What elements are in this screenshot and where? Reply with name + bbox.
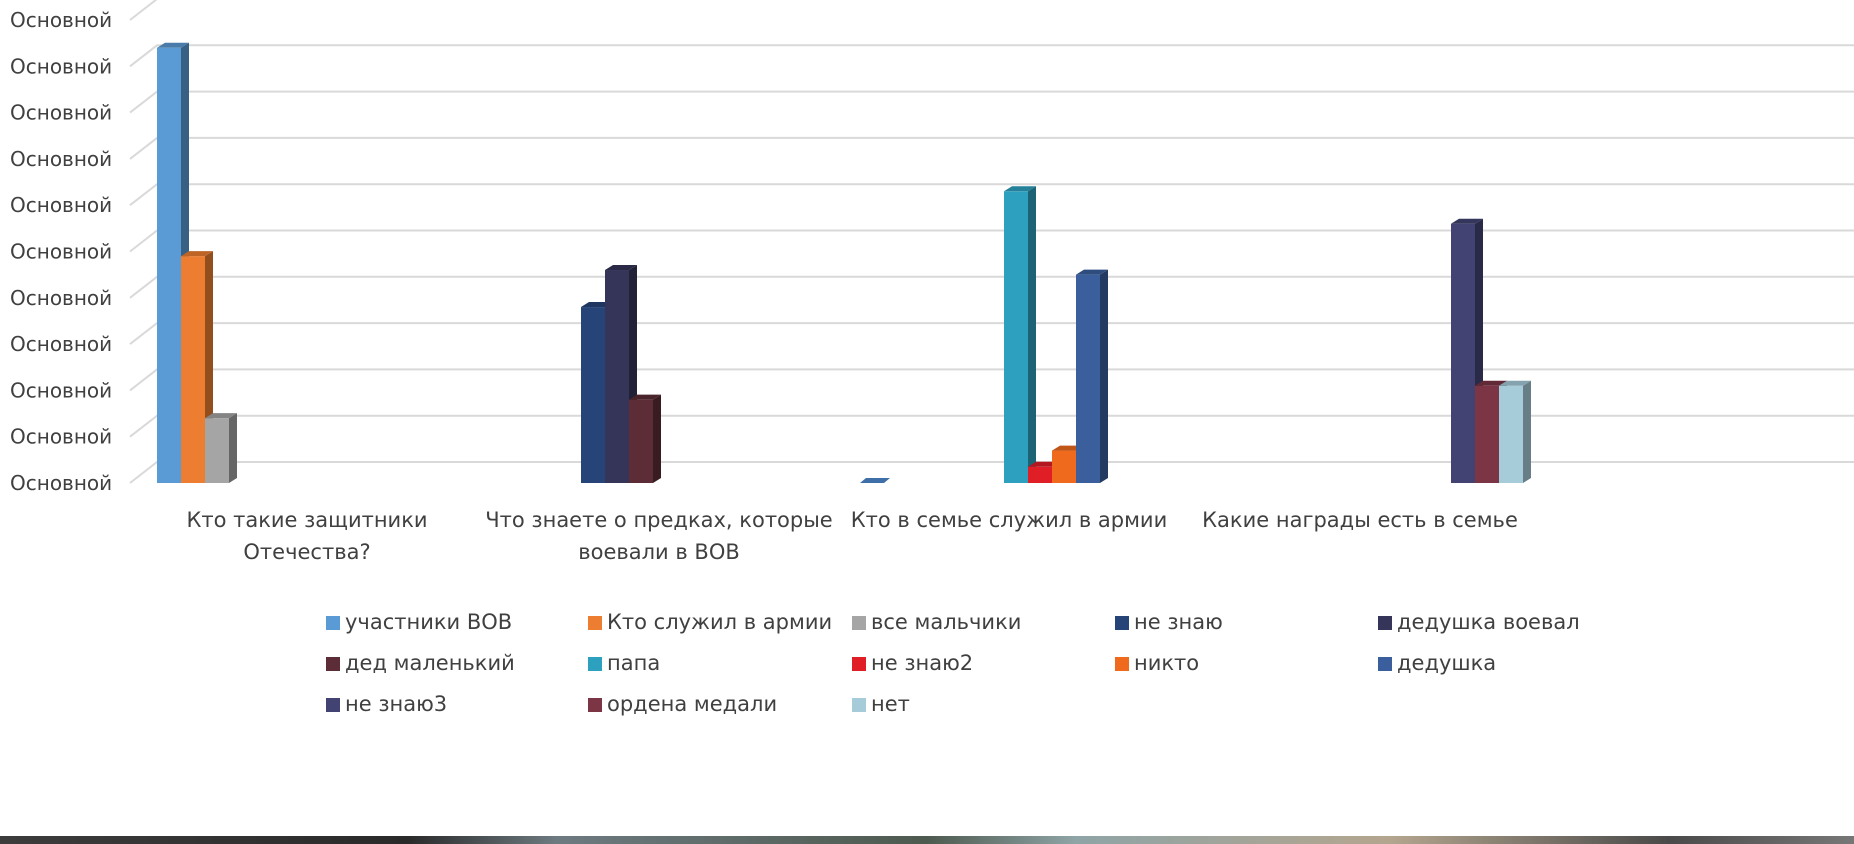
legend-item: не знаю3 bbox=[326, 692, 447, 716]
legend-item: Кто служил в армии bbox=[588, 610, 832, 634]
bar bbox=[1499, 380, 1531, 483]
legend-item: дедушка bbox=[1378, 651, 1496, 675]
y-axis-tick-labels: Основной Основной Основной Основной Основной… bbox=[10, 8, 112, 495]
y-tick-label: Основной bbox=[10, 8, 112, 32]
category-labels: Кто такие защитники Отечества? Что знаете … bbox=[186, 508, 1517, 564]
category-label: Что знаете о предках, которые bbox=[485, 508, 832, 532]
gridline bbox=[129, 136, 1854, 160]
legend-item: папа bbox=[588, 651, 660, 675]
gridline bbox=[129, 414, 1854, 438]
y-tick-label: Основной bbox=[10, 425, 112, 449]
svg-text:дед маленький: дед маленький bbox=[345, 651, 515, 675]
legend-item: дед маленький bbox=[326, 651, 515, 675]
gridline bbox=[129, 368, 1854, 392]
bar bbox=[181, 251, 213, 483]
legend-item: все мальчики bbox=[852, 610, 1021, 634]
legend: участники ВОВ Кто служил в армии все мальч… bbox=[326, 610, 1580, 716]
category-label: Отечества? bbox=[243, 540, 370, 564]
legend-item: ордена медали bbox=[588, 692, 777, 716]
svg-text:никто: никто bbox=[1134, 651, 1199, 675]
gridline bbox=[129, 183, 1854, 206]
legend-item: участники ВОВ bbox=[326, 610, 512, 634]
bars bbox=[157, 42, 1531, 483]
category-label: Кто такие защитники bbox=[186, 508, 427, 532]
bar bbox=[205, 413, 237, 483]
bar bbox=[1004, 186, 1036, 483]
bar-zero-marker bbox=[860, 478, 890, 483]
gridline bbox=[129, 322, 1854, 345]
y-tick-label: Основной bbox=[10, 286, 112, 310]
bar bbox=[629, 394, 661, 483]
y-tick-label: Основной bbox=[10, 101, 112, 125]
legend-item: не знаю bbox=[1115, 610, 1223, 634]
legend-item: не знаю2 bbox=[852, 651, 973, 675]
svg-text:папа: папа bbox=[607, 651, 660, 675]
y-tick-label: Основной bbox=[10, 240, 112, 264]
photo-strip bbox=[0, 836, 1854, 844]
y-tick-label: Основной bbox=[10, 378, 112, 402]
svg-text:дедушка воевал: дедушка воевал bbox=[1397, 610, 1580, 634]
gridline bbox=[129, 44, 1854, 68]
legend-item: никто bbox=[1115, 651, 1199, 675]
y-tick-label: Основной bbox=[10, 147, 112, 171]
svg-text:все мальчики: все мальчики bbox=[871, 610, 1021, 634]
gridline bbox=[129, 0, 1854, 21]
category-label: Кто в семье служил в армии bbox=[851, 508, 1167, 532]
y-tick-label: Основной bbox=[10, 54, 112, 78]
legend-item: нет bbox=[852, 692, 910, 716]
gridline bbox=[129, 461, 1854, 484]
svg-text:Кто служил в армии: Кто служил в армии bbox=[607, 610, 832, 634]
y-tick-label: Основной bbox=[10, 471, 112, 495]
gridline bbox=[129, 229, 1854, 253]
svg-text:не знаю2: не знаю2 bbox=[871, 651, 973, 675]
svg-text:нет: нет bbox=[871, 692, 910, 716]
category-label: воевали в ВОВ bbox=[578, 540, 740, 564]
svg-text:не знаю3: не знаю3 bbox=[345, 692, 447, 716]
gridline bbox=[129, 90, 1854, 114]
category-label: Какие награды есть в семье bbox=[1202, 508, 1518, 532]
bar bbox=[1076, 269, 1108, 483]
svg-text:не знаю: не знаю bbox=[1134, 610, 1223, 634]
legend-item: дедушка воевал bbox=[1378, 610, 1580, 634]
y-tick-label: Основной bbox=[10, 193, 112, 217]
y-tick-label: Основной bbox=[10, 332, 112, 356]
svg-text:участники ВОВ: участники ВОВ bbox=[345, 610, 512, 634]
svg-text:дедушка: дедушка bbox=[1397, 651, 1496, 675]
gridline bbox=[129, 275, 1854, 299]
svg-text:ордена медали: ордена медали bbox=[607, 692, 777, 716]
gridlines bbox=[129, 0, 1854, 484]
